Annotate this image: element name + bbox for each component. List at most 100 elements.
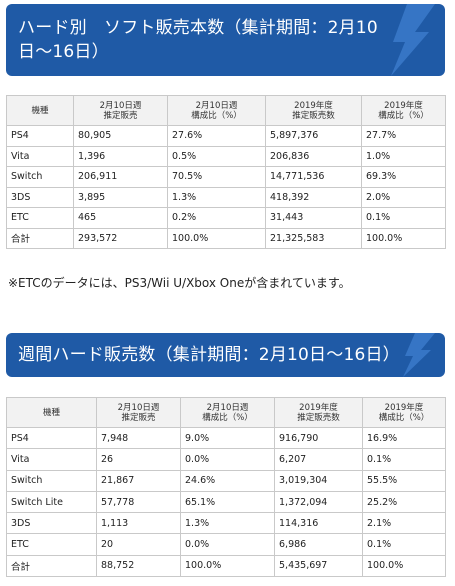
section-title-line-1: ハード別 ソフト販売本数（集計期間：2月10	[18, 18, 378, 38]
cell-weekly-share: 100.0%	[167, 227, 266, 249]
table-row: 3DS 1,113 1.3% 114,316 2.1%	[6, 512, 446, 535]
cell-yearly-share: 1.0%	[361, 145, 446, 167]
section-title-line-2: 日〜16日）	[18, 42, 109, 62]
cell-platform: Switch	[6, 166, 74, 188]
lightning-bolt-icon	[391, 4, 435, 76]
cell-yearly-sales: 6,207	[274, 448, 363, 471]
cell-weekly-share: 27.6%	[167, 125, 266, 147]
cell-yearly-sales: 5,435,697	[274, 554, 363, 578]
cell-platform: Switch	[6, 469, 97, 492]
cell-yearly-share: 2.1%	[362, 512, 446, 535]
section-title: ハード別 ソフト販売本数（集計期間：2月10 日〜16日）	[18, 16, 435, 64]
hardware-sales-table: 機種 2月10日週 推定販売 2月10日週 構成比（%） 2019年度 推定販売…	[6, 397, 446, 578]
cell-yearly-share: 25.2%	[362, 490, 446, 514]
cell-platform: Switch Lite	[6, 490, 97, 514]
cell-yearly-sales: 206,836	[265, 145, 362, 167]
column-header-weekly-share: 2月10日週 構成比（%）	[180, 397, 275, 428]
cell-weekly-sales: 1,396	[73, 145, 168, 167]
cell-weekly-sales: 206,911	[73, 166, 168, 188]
cell-yearly-sales: 14,771,536	[265, 166, 362, 188]
cell-yearly-share: 0.1%	[362, 533, 446, 556]
cell-weekly-sales: 1,113	[96, 512, 181, 535]
cell-yearly-share: 55.5%	[362, 469, 446, 492]
table-header-row: 機種 2月10日週 推定販売 2月10日週 構成比（%） 2019年度 推定販売…	[6, 397, 446, 428]
cell-weekly-sales: 293,572	[73, 227, 168, 249]
table-row: Switch 206,911 70.5% 14,771,536 69.3%	[6, 166, 446, 188]
cell-platform: 合計	[6, 227, 74, 249]
column-header-yearly-sales: 2019年度 推定販売数	[274, 397, 363, 428]
cell-weekly-share: 24.6%	[180, 469, 275, 492]
software-sales-table: 機種 2月10日週 推定販売 2月10日週 構成比（%） 2019年度 推定販売…	[6, 95, 446, 249]
table-row: Switch 21,867 24.6% 3,019,304 55.5%	[6, 469, 446, 492]
etc-footnote: ※ETCのデータには、PS3/Wii U/Xbox Oneが含まれています。	[8, 276, 351, 290]
cell-weekly-sales: 3,895	[73, 186, 168, 208]
cell-weekly-sales: 7,948	[96, 426, 181, 450]
lightning-bolt-icon	[403, 333, 435, 377]
column-header-yearly-sales: 2019年度 推定販売数	[265, 95, 362, 126]
cell-weekly-share: 9.0%	[180, 426, 275, 450]
column-header-weekly-sales: 2月10日週 推定販売	[73, 95, 168, 126]
cell-yearly-share: 69.3%	[361, 166, 446, 188]
cell-yearly-share: 100.0%	[362, 554, 446, 578]
table-row: 3DS 3,895 1.3% 418,392 2.0%	[6, 186, 446, 208]
section-banner-hardware: 週間ハード販売数（集計期間：2月10日〜16日）	[6, 333, 445, 377]
cell-weekly-share: 1.3%	[167, 186, 266, 208]
cell-weekly-share: 1.3%	[180, 512, 275, 535]
cell-weekly-share: 0.2%	[167, 207, 266, 229]
cell-yearly-sales: 916,790	[274, 426, 363, 450]
section-banner-software: ハード別 ソフト販売本数（集計期間：2月10 日〜16日）	[6, 4, 445, 76]
cell-yearly-share: 0.1%	[361, 207, 446, 229]
cell-platform: ETC	[6, 207, 74, 229]
cell-weekly-share: 100.0%	[180, 554, 275, 578]
table-row-total: 合計 293,572 100.0% 21,325,583 100.0%	[6, 227, 446, 249]
cell-platform: 3DS	[6, 512, 97, 535]
cell-weekly-share: 0.0%	[180, 533, 275, 556]
cell-yearly-sales: 21,325,583	[265, 227, 362, 249]
column-header-yearly-share: 2019年度 構成比（%）	[361, 95, 446, 126]
column-header-weekly-sales: 2月10日週 推定販売	[96, 397, 181, 428]
cell-platform: Vita	[6, 145, 74, 167]
column-header-platform: 機種	[6, 397, 97, 428]
cell-platform: 合計	[6, 554, 97, 578]
section-title: 週間ハード販売数（集計期間：2月10日〜16日）	[18, 345, 400, 365]
cell-yearly-share: 100.0%	[361, 227, 446, 249]
cell-weekly-sales: 20	[96, 533, 181, 556]
table-row: Vita 26 0.0% 6,207 0.1%	[6, 448, 446, 471]
cell-weekly-share: 65.1%	[180, 490, 275, 514]
column-header-weekly-share: 2月10日週 構成比（%）	[167, 95, 266, 126]
cell-yearly-share: 2.0%	[361, 186, 446, 208]
cell-platform: 3DS	[6, 186, 74, 208]
table-row: PS4 80,905 27.6% 5,897,376 27.7%	[6, 125, 446, 147]
column-header-yearly-share: 2019年度 構成比（%）	[362, 397, 446, 428]
column-header-platform: 機種	[6, 95, 74, 126]
table-row: Vita 1,396 0.5% 206,836 1.0%	[6, 145, 446, 167]
cell-weekly-sales: 465	[73, 207, 168, 229]
cell-yearly-sales: 418,392	[265, 186, 362, 208]
cell-yearly-sales: 31,443	[265, 207, 362, 229]
table-header-row: 機種 2月10日週 推定販売 2月10日週 構成比（%） 2019年度 推定販売…	[6, 95, 446, 126]
table-row: PS4 7,948 9.0% 916,790 16.9%	[6, 426, 446, 450]
cell-yearly-sales: 6,986	[274, 533, 363, 556]
table-row-total: 合計 88,752 100.0% 5,435,697 100.0%	[6, 554, 446, 578]
cell-weekly-share: 0.5%	[167, 145, 266, 167]
cell-weekly-share: 0.0%	[180, 448, 275, 471]
cell-yearly-sales: 1,372,094	[274, 490, 363, 514]
cell-platform: Vita	[6, 448, 97, 471]
table-row: ETC 465 0.2% 31,443 0.1%	[6, 207, 446, 229]
cell-yearly-sales: 114,316	[274, 512, 363, 535]
cell-yearly-share: 0.1%	[362, 448, 446, 471]
cell-weekly-share: 70.5%	[167, 166, 266, 188]
cell-yearly-sales: 5,897,376	[265, 125, 362, 147]
cell-platform: PS4	[6, 125, 74, 147]
cell-weekly-sales: 80,905	[73, 125, 168, 147]
cell-yearly-sales: 3,019,304	[274, 469, 363, 492]
table-row: Switch Lite 57,778 65.1% 1,372,094 25.2%	[6, 490, 446, 514]
cell-platform: ETC	[6, 533, 97, 556]
cell-platform: PS4	[6, 426, 97, 450]
cell-yearly-share: 16.9%	[362, 426, 446, 450]
table-row: ETC 20 0.0% 6,986 0.1%	[6, 533, 446, 556]
cell-weekly-sales: 21,867	[96, 469, 181, 492]
cell-yearly-share: 27.7%	[361, 125, 446, 147]
cell-weekly-sales: 26	[96, 448, 181, 471]
cell-weekly-sales: 57,778	[96, 490, 181, 514]
